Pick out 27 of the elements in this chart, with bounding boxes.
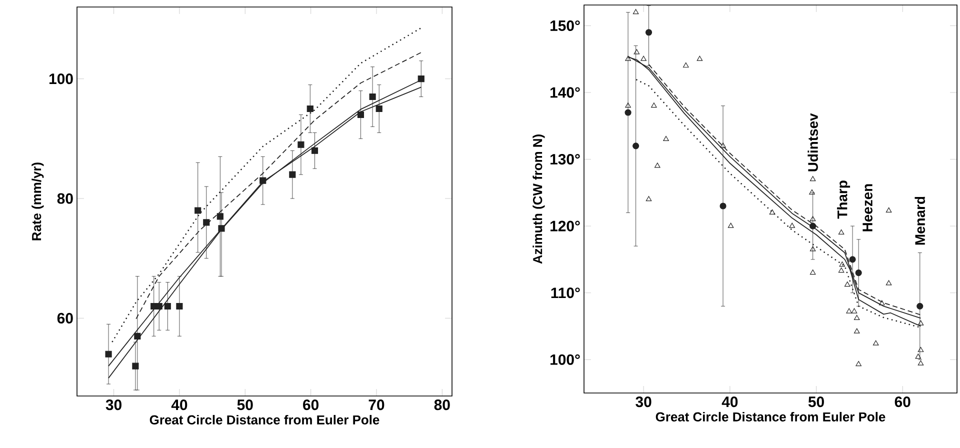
y-tick-label: 100 xyxy=(49,74,73,84)
x-tick-label: 50 xyxy=(808,396,824,408)
y-tick-label: 120° xyxy=(550,220,580,232)
x-axis-title: Great Circle Distance from Euler Pole xyxy=(656,412,886,422)
x-tick-label: 40 xyxy=(171,400,188,410)
y-tick-label: 110° xyxy=(551,288,580,298)
annotation: Menard xyxy=(914,196,926,245)
x-tick-label: 80 xyxy=(434,400,450,410)
x-tick-label: 60 xyxy=(894,396,910,408)
y-axis-title: Azimuth (CW from N) xyxy=(532,134,545,264)
annotation: Tharp xyxy=(837,180,850,219)
annotation: Heezen xyxy=(862,184,872,232)
y-tick-label: 150° xyxy=(550,20,580,31)
x-tick-label: 70 xyxy=(368,400,384,410)
y-tick-label: 80 xyxy=(57,193,73,204)
x-axis-title: Great Circle Distance from Euler Pole xyxy=(150,414,380,424)
y-axis-title: Rate (mm/yr) xyxy=(32,162,44,240)
y-tick-label: 60 xyxy=(57,312,73,324)
annotation: Udintsev xyxy=(808,113,818,172)
y-tick-label: 140° xyxy=(550,87,580,98)
y-tick-label: 100° xyxy=(550,354,580,365)
x-tick-label: 60 xyxy=(303,400,318,410)
x-tick-label: 40 xyxy=(722,396,738,408)
x-tick-label: 30 xyxy=(106,400,122,410)
x-tick-label: 50 xyxy=(237,400,253,410)
y-tick-label: 130° xyxy=(550,154,580,165)
x-tick-label: 30 xyxy=(636,396,652,408)
